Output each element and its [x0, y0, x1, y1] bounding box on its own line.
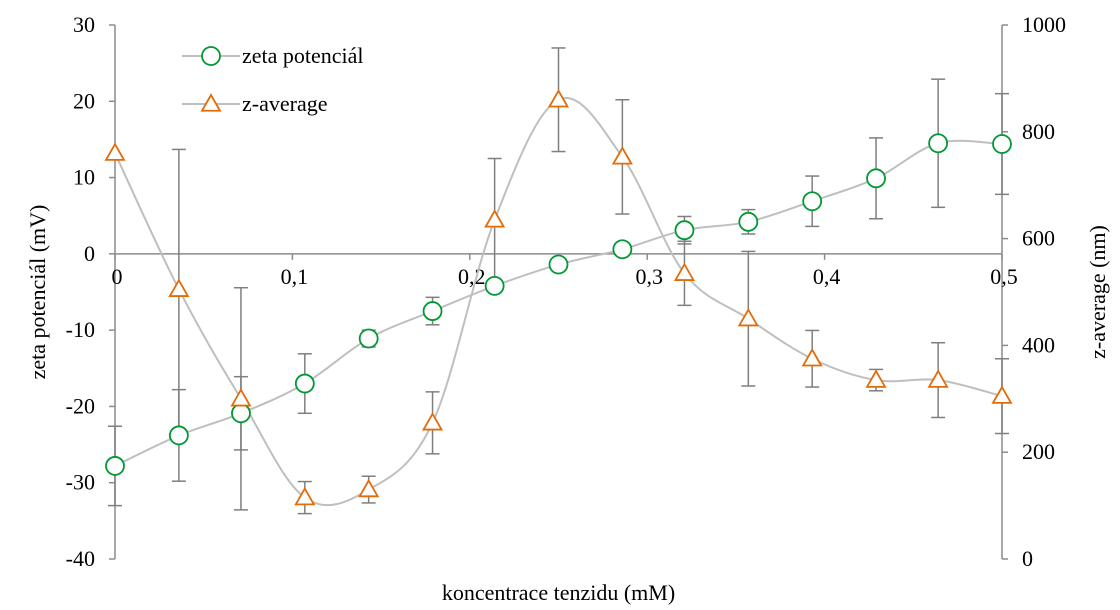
y-left-tick-label: -30 — [66, 470, 95, 495]
zaverage-point — [168, 278, 190, 297]
zeta-point — [168, 425, 189, 446]
y-axis-right-title: z-average (nm) — [1085, 225, 1110, 359]
x-tick-label: 0,1 — [281, 264, 309, 289]
zaverage-point — [927, 369, 949, 388]
zeta-point — [294, 373, 315, 394]
zaverage-point — [801, 347, 823, 367]
y-left-tick-label: 30 — [73, 12, 95, 37]
x-tick-label: 0,5 — [990, 264, 1018, 289]
zaverage-point — [737, 307, 759, 327]
x-tick-label: 0,3 — [635, 264, 663, 289]
zeta-point — [422, 301, 443, 321]
zaverage-point — [673, 262, 696, 281]
legend-label: z-average — [242, 91, 327, 116]
series-line-zaverage — [114, 97, 1003, 507]
zeta-point — [928, 133, 949, 154]
zaverage-point — [421, 412, 444, 431]
y-left-tick-label: 10 — [73, 165, 95, 190]
zaverage-point — [358, 478, 380, 498]
zeta-point — [358, 328, 379, 349]
y-left-tick-label: -10 — [66, 317, 95, 342]
zaverage-point — [484, 209, 506, 228]
y-right-tick-label: 0 — [1022, 546, 1033, 571]
zaverage-point — [294, 486, 316, 506]
y-right-tick-label: 1000 — [1022, 12, 1066, 37]
zaverage-point — [991, 385, 1013, 404]
zeta-point — [802, 191, 823, 212]
x-tick-label: 0 — [112, 264, 123, 289]
zeta-point — [612, 239, 633, 260]
zaverage-point — [230, 387, 252, 407]
x-axis-title: koncentrace tenzidu (mM) — [442, 580, 675, 605]
zaverage-point — [611, 146, 633, 165]
zeta-point — [738, 211, 759, 232]
y-left-tick-label: -40 — [66, 546, 95, 571]
zeta-point — [105, 456, 125, 476]
y-left-tick-label: -20 — [66, 393, 95, 418]
y-right-tick-label: 800 — [1022, 119, 1055, 144]
y-right-tick-label: 400 — [1022, 332, 1055, 357]
y-right-tick-label: 600 — [1022, 226, 1055, 251]
x-tick-label: 0,4 — [813, 264, 841, 289]
zeta-point — [484, 275, 505, 296]
zaverage-point — [547, 88, 570, 108]
zeta-point — [231, 403, 251, 424]
zaverage-point — [104, 142, 126, 161]
zaverage-point — [865, 369, 887, 388]
zeta-point — [992, 134, 1012, 154]
zeta-point — [674, 220, 695, 241]
y-axis-left-title: zeta potenciál (mV) — [25, 205, 50, 380]
legend-marker-zeta — [201, 46, 221, 66]
zeta-point — [548, 254, 569, 275]
zeta-point — [866, 168, 886, 189]
x-tick-label: 0,2 — [458, 264, 486, 289]
y-left-tick-label: 0 — [84, 241, 95, 266]
legend-label: zeta potenciál — [242, 43, 364, 68]
y-left-tick-label: 20 — [73, 88, 95, 113]
y-right-tick-label: 200 — [1022, 439, 1055, 464]
legend-marker-zaverage — [200, 93, 222, 112]
